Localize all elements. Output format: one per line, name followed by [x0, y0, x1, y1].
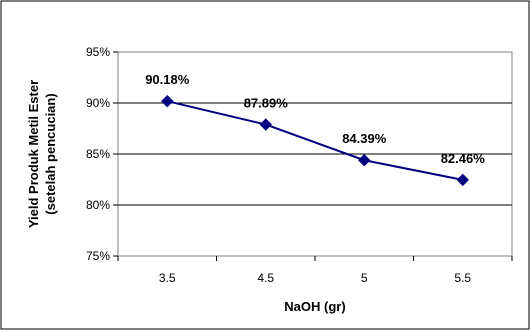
x-tick-label: 5	[361, 271, 368, 285]
data-point-marker	[259, 118, 272, 131]
data-point-marker	[358, 154, 371, 167]
x-tick-label: 5.5	[454, 271, 471, 285]
data-label: 90.18%	[145, 72, 190, 87]
data-label: 84.39%	[342, 131, 387, 146]
series-group	[161, 94, 469, 187]
y-tick-label: 75%	[86, 249, 110, 263]
y-axis-title-line-1: Yield Produk Metil Ester	[26, 80, 41, 228]
x-axis-ticks: 3.5 4.5 5 5.5	[117, 256, 513, 285]
x-tick-label: 3.5	[159, 271, 176, 285]
gridlines	[118, 102, 512, 206]
y-tick-label: 90%	[86, 96, 110, 110]
data-point-marker	[161, 94, 174, 108]
data-point-marker	[456, 173, 469, 187]
data-label: 87.89%	[244, 96, 289, 111]
y-tick-label: 80%	[86, 198, 110, 212]
y-tick-label: 85%	[86, 147, 110, 161]
y-axis-title: Yield Produk Metil Ester (setelah pencuc…	[26, 80, 58, 228]
series-line	[167, 100, 463, 181]
y-axis-title-line-2: (setelah pencucian)	[43, 93, 58, 214]
x-tick-label: 4.5	[257, 271, 274, 285]
y-axis-ticks: 75% 80% 85% 90% 95%	[86, 45, 118, 263]
data-label: 82.46%	[441, 151, 486, 166]
data-labels: 90.18% 87.89% 84.39% 82.46%	[145, 72, 485, 166]
x-axis-title: NaOH (gr)	[284, 299, 345, 314]
y-tick-label: 95%	[86, 45, 110, 59]
